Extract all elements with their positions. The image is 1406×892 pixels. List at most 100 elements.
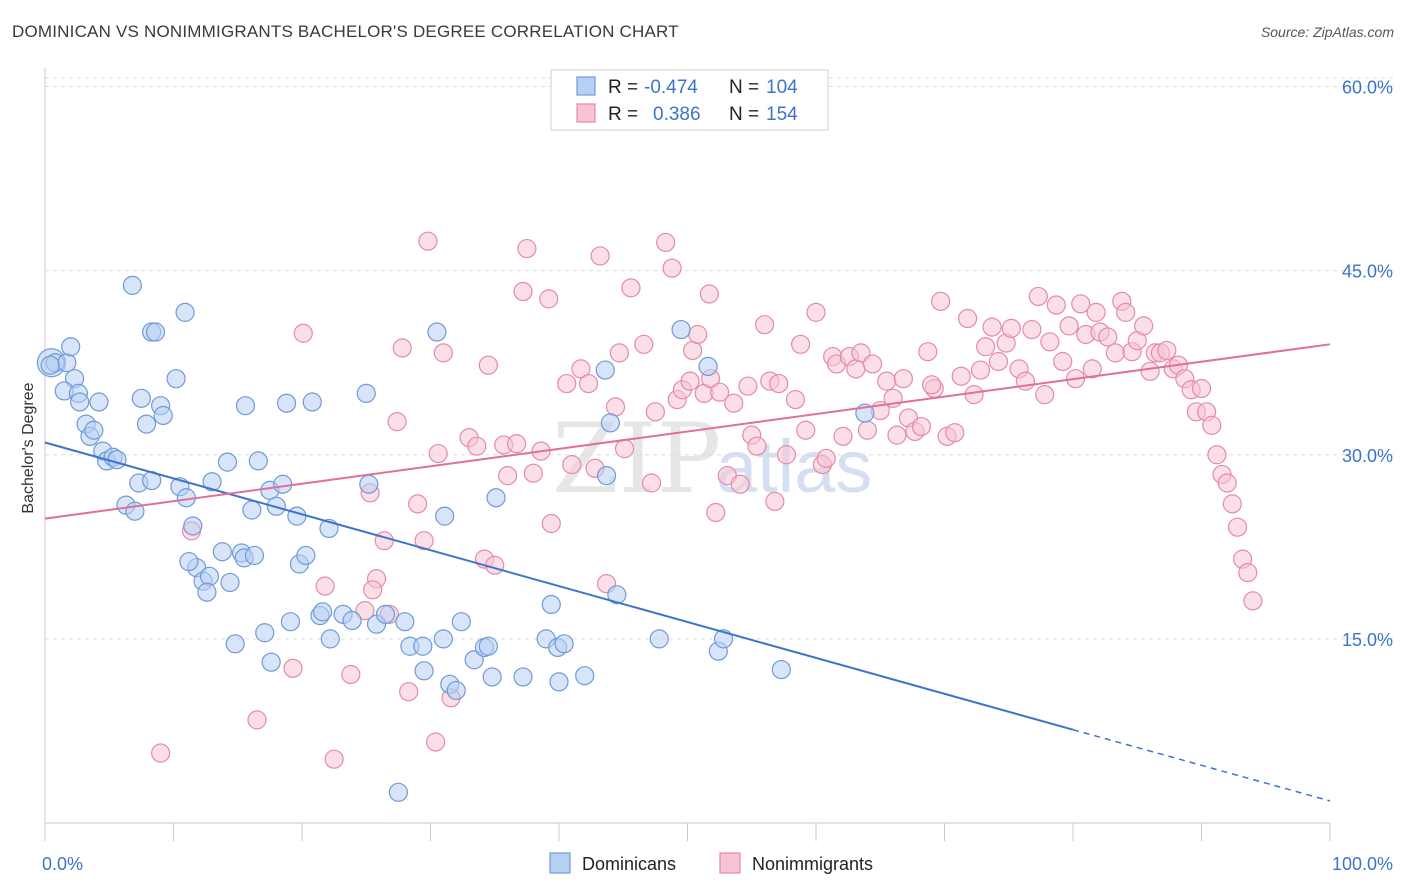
nonimmigrant-point-105 [988, 351, 1009, 372]
nonimmigrant-point-126 [1116, 302, 1136, 322]
nonimmigrant-point-30 [513, 281, 533, 302]
dominican-point-29 [175, 302, 195, 322]
dominican-point-41 [225, 634, 245, 654]
nonimmigrant-point-124 [1105, 343, 1126, 363]
nonimmigrant-point-4 [293, 323, 313, 343]
nonimmigrant-point-11 [374, 531, 394, 551]
dominican-point-87 [541, 594, 561, 615]
nonimmigrant-point-38 [571, 359, 591, 379]
nonimmigrant-point-37 [562, 454, 582, 475]
nonimmigrant-point-112 [1035, 385, 1055, 405]
dominican-point-21 [131, 388, 151, 408]
nonimmigrant-point-107 [1001, 318, 1021, 338]
nonimmigrant-point-41 [590, 246, 610, 266]
legend-r-value-nonimmigrants: 0.386 [653, 104, 701, 125]
nonimmigrant-point-50 [656, 232, 676, 253]
nonimmigrant-point-130 [1140, 361, 1160, 381]
nonimmigrant-point-35 [541, 513, 561, 534]
nonimmigrant-point-102 [970, 360, 991, 380]
nonimmigrant-point-104 [982, 317, 1002, 337]
y-tick-label-3: 60.0% [1342, 78, 1393, 98]
dominican-point-103 [40, 355, 60, 375]
y-axis-title: Bachelor's Degree [20, 382, 37, 513]
legend-r-label-dominicans: R = [608, 77, 638, 98]
nonimmigrant-point-139 [1191, 378, 1212, 399]
nonimmigrant-point-146 [1227, 517, 1248, 537]
dominican-point-46 [244, 545, 265, 566]
dominican-point-31 [183, 516, 203, 536]
legend-n-label-dominicans: N = [729, 77, 759, 98]
dominican-point-49 [261, 652, 281, 672]
nonimmigrant-point-113 [1040, 332, 1060, 352]
nonimmigrant-point-101 [964, 385, 984, 405]
nonimmigrant-point-49 [645, 402, 665, 422]
nonimmigrant-point-141 [1202, 415, 1222, 435]
nonimmigrant-point-55 [683, 340, 703, 361]
dominican-point-101 [771, 659, 791, 680]
nonimmigrant-point-99 [951, 366, 971, 386]
nonimmigrant-point-56 [688, 324, 708, 345]
nonimmigrant-point-43 [605, 397, 626, 417]
dominican-point-90 [554, 634, 574, 654]
nonimmigrant-point-75 [806, 302, 826, 322]
nonimmigrant-point-84 [857, 420, 878, 440]
dominican-point-82 [478, 636, 498, 656]
dominican-point-76 [435, 506, 455, 526]
dominican-point-11 [89, 392, 109, 412]
nonimmigrant-point-34 [539, 289, 559, 309]
nonimmigrant-point-123 [1098, 327, 1118, 347]
nonimmigrants-points [151, 231, 1263, 769]
nonimmigrant-point-44 [609, 343, 629, 363]
nonimmigrant-point-46 [621, 278, 641, 298]
dominican-point-65 [356, 383, 376, 404]
legend-box: R = -0.474 N = 104 R = 0.386 N = 154 [550, 69, 829, 131]
nonimmigrant-point-36 [557, 373, 577, 394]
watermark-zip: ZIP [552, 403, 721, 515]
nonimmigrant-point-71 [776, 445, 797, 465]
dominican-point-53 [280, 612, 301, 632]
nonimmigrant-point-111 [1028, 286, 1048, 307]
source-label: Source: ZipAtlas.com [1260, 24, 1394, 40]
nonimmigrant-point-17 [414, 531, 434, 551]
nonimmigrant-point-47 [634, 334, 654, 354]
nonimmigrant-point-74 [796, 420, 816, 440]
legend-n-value-dominicans: 104 [766, 77, 798, 98]
dominican-point-2 [57, 353, 77, 373]
nonimmigrant-point-85 [862, 354, 883, 374]
legend-n-label-nonimmigrants: N = [729, 104, 759, 125]
dominican-point-95 [607, 585, 627, 605]
dominican-point-94 [600, 413, 621, 433]
nonimmigrant-point-145 [1222, 494, 1242, 514]
dominican-point-48 [255, 623, 275, 643]
dominican-point-58 [302, 392, 322, 412]
dominican-point-62 [320, 629, 340, 649]
nonimmigrant-point-62 [724, 393, 744, 413]
nonimmigrant-point-14 [392, 338, 412, 358]
nonimmigrant-point-32 [523, 463, 543, 483]
nonimmigrant-point-54 [680, 371, 700, 391]
dominican-point-52 [273, 474, 293, 494]
tick-labels: 15.0% 30.0% 45.0% 60.0% 0.0% 100.0% [42, 78, 1393, 874]
dominican-point-3 [61, 337, 81, 357]
dominican-point-44 [235, 396, 256, 416]
dominican-point-20 [122, 275, 142, 295]
dominican-point-66 [359, 474, 379, 494]
dominican-point-96 [649, 629, 669, 649]
nonimmigrant-point-118 [1071, 294, 1091, 314]
nonimmigrant-point-90 [893, 369, 913, 389]
dominican-point-79 [451, 612, 471, 632]
dominican-point-72 [413, 636, 433, 656]
dominican-point-54 [276, 393, 297, 413]
nonimmigrant-point-100 [958, 308, 978, 329]
nonimmigrant-point-20 [428, 443, 448, 464]
bottom-legend: Dominicans Nonimmigrants [549, 852, 873, 874]
dominican-point-24 [145, 322, 166, 342]
dominican-point-84 [486, 488, 506, 508]
bottom-legend-swatch-dominicans [549, 852, 571, 874]
dominican-point-47 [248, 451, 268, 471]
nonimmigrant-point-8 [355, 601, 375, 621]
nonimmigrant-point-144 [1217, 473, 1237, 493]
nonimmigrant-point-150 [363, 580, 383, 600]
dominican-point-26 [153, 405, 173, 426]
